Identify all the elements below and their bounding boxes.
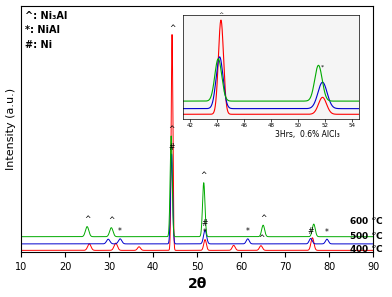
Text: *: *	[203, 228, 207, 237]
Text: #: Ni: #: Ni	[25, 40, 52, 50]
Text: ^: Ni₃Al: ^: Ni₃Al	[25, 11, 67, 21]
Text: 3Hrs,  0.6% AlCl₃: 3Hrs, 0.6% AlCl₃	[274, 130, 339, 139]
Text: *: NiAl: *: NiAl	[25, 25, 60, 35]
Text: #: #	[202, 219, 208, 228]
Text: ^: ^	[84, 215, 90, 224]
Y-axis label: Intensity (a.u.): Intensity (a.u.)	[5, 88, 16, 170]
Text: ^: ^	[258, 234, 264, 243]
Text: #: #	[307, 227, 314, 236]
Text: ^: ^	[201, 171, 207, 180]
Text: ^: ^	[260, 214, 266, 223]
Text: 500 $^o$C: 500 $^o$C	[349, 230, 383, 241]
Text: ^: ^	[169, 23, 175, 33]
X-axis label: 2θ: 2θ	[187, 277, 207, 291]
Text: ^: ^	[108, 216, 114, 225]
Text: *: *	[118, 227, 122, 236]
Text: *: *	[325, 228, 329, 237]
Text: #: #	[169, 143, 175, 152]
Text: ^: ^	[168, 125, 174, 134]
Text: 600 $^o$C: 600 $^o$C	[349, 215, 383, 226]
Text: 400 $^o$C: 400 $^o$C	[349, 244, 383, 255]
Text: *: *	[246, 227, 250, 236]
